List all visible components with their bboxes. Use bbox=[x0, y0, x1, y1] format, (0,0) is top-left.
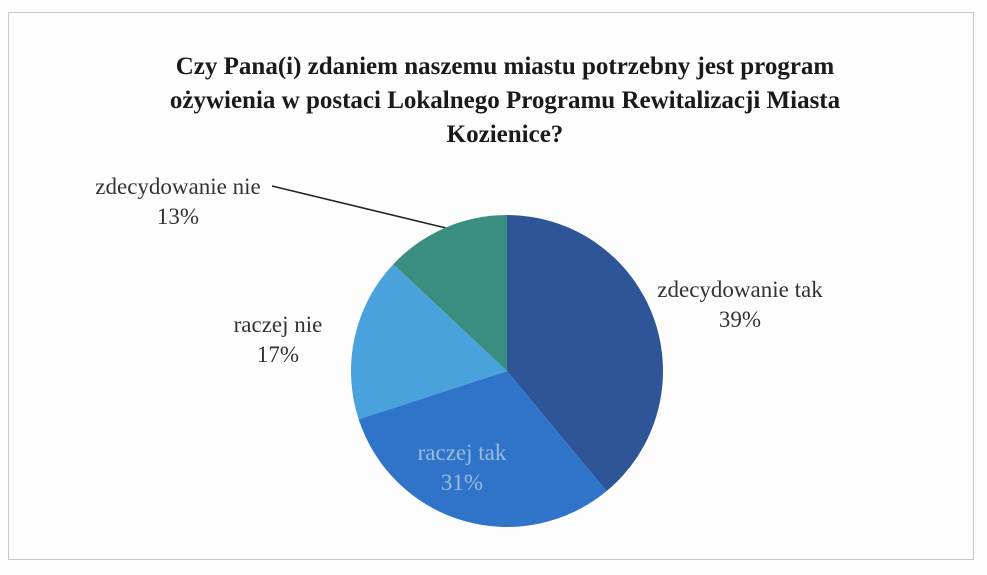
pie-slice bbox=[358, 371, 607, 527]
value-label: 17% bbox=[256, 342, 300, 367]
leader-line bbox=[271, 185, 447, 229]
pie-slice bbox=[351, 264, 507, 420]
category-label: zdecydowanie tak bbox=[657, 277, 823, 302]
slice-label: raczej tak 31% bbox=[382, 438, 542, 498]
slice-label: raczej nie 17% bbox=[198, 310, 358, 370]
category-label: raczej tak bbox=[417, 440, 507, 465]
slice-label: zdecydowanie nie 13% bbox=[88, 172, 268, 232]
chart-frame bbox=[8, 12, 974, 560]
category-label: raczej nie bbox=[233, 312, 323, 337]
pie-slice bbox=[393, 215, 507, 371]
value-label: 13% bbox=[156, 204, 200, 229]
pie-slice bbox=[507, 215, 664, 492]
slice-label: zdecydowanie tak 39% bbox=[650, 275, 830, 335]
value-label: 39% bbox=[718, 307, 762, 332]
category-label: zdecydowanie nie bbox=[95, 174, 261, 199]
chart-title: Czy Pana(i) zdaniem naszemu miastu potrz… bbox=[169, 53, 841, 148]
value-label: 31% bbox=[440, 470, 484, 495]
